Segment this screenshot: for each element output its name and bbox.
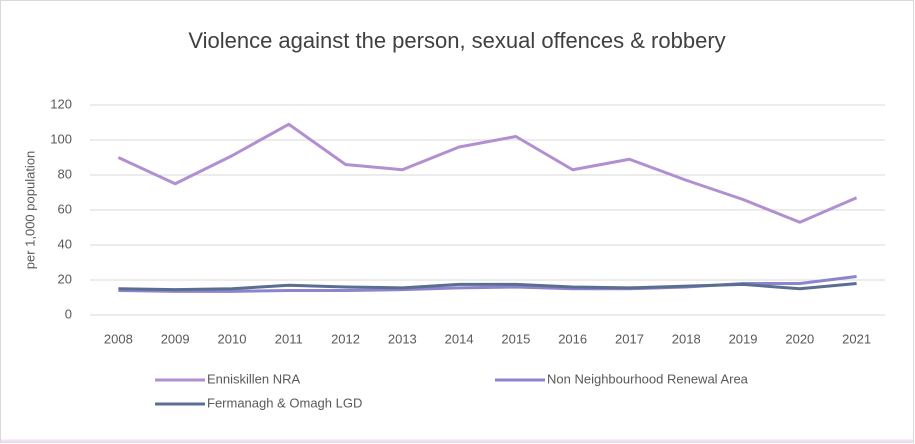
y-tick-label: 60 (58, 201, 72, 216)
legend-label: Fermanagh & Omagh LGD (207, 395, 362, 410)
series-line (117, 122, 858, 224)
y-tick-label: 100 (50, 131, 72, 146)
x-tick-label: 2009 (161, 331, 190, 346)
x-tick-label: 2017 (615, 331, 644, 346)
legend-label: Enniskillen NRA (207, 371, 301, 386)
y-axis-label: per 1,000 population (22, 151, 37, 270)
x-tick-label: 2015 (501, 331, 530, 346)
series-line (118, 282, 857, 292)
x-tick-label: 2011 (275, 331, 303, 346)
x-tick-label: 2021 (842, 331, 871, 346)
y-tick-label: 80 (58, 166, 72, 181)
x-tick-label: 2008 (104, 331, 133, 346)
x-tick-label: 2018 (672, 331, 701, 346)
chart-title: Violence against the person, sexual offe… (188, 28, 725, 53)
x-tick-label: 2020 (785, 331, 814, 346)
legend-label: Non Neighbourhood Renewal Area (547, 371, 749, 386)
y-tick-label: 120 (50, 96, 72, 111)
y-tick-label: 0 (65, 306, 72, 321)
x-tick-label: 2010 (218, 331, 247, 346)
y-tick-label: 20 (58, 271, 72, 286)
x-tick-label: 2014 (445, 331, 474, 346)
x-tick-label: 2016 (558, 331, 587, 346)
y-tick-label: 40 (58, 236, 72, 251)
x-tick-label: 2012 (331, 331, 360, 346)
x-tick-label: 2013 (388, 331, 417, 346)
x-tick-label: 2019 (729, 331, 758, 346)
